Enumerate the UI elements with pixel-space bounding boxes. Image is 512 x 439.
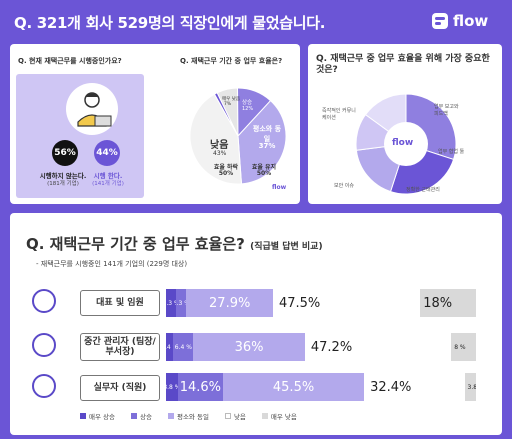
flow-logo-icon	[432, 13, 448, 29]
executive-avatar-icon	[32, 289, 56, 313]
importance-panel: Q. 재택근무 중 업무 효율을 위해 가장 중요한 것은? flow 업무 보…	[308, 44, 502, 204]
bar-value-label: 47.5%	[278, 295, 321, 311]
legend-swatch	[224, 413, 231, 419]
slice-same	[237, 99, 287, 185]
pie-up-pct: 12%	[242, 106, 254, 112]
yes-percent-badge: 44%	[94, 140, 120, 166]
summary-down-label: 효율 하락	[213, 164, 239, 171]
label-security: 보안 이슈	[334, 183, 354, 189]
legend-item: 매우 낮음	[261, 411, 297, 421]
legend-label: 낮음	[233, 413, 246, 421]
legend-swatch	[80, 413, 86, 419]
bar-value-label: 45.5%	[272, 379, 315, 395]
legend-label: 매우 상승	[89, 413, 115, 421]
role-comparison-panel: Q. 재택근무 기간 중 업무 효율은? (직급별 답변 비교) - 재택근무를…	[10, 213, 502, 435]
pie-drop-label: 낮음	[210, 140, 229, 151]
summary-down-pct: 50%	[218, 170, 234, 177]
legend-item: 평소와 동일	[167, 411, 209, 421]
no-percent-badge: 56%	[52, 140, 78, 166]
legend-item: 상승	[131, 411, 152, 421]
bar-value-label: 8 %	[454, 343, 466, 351]
bar-segment: 27.9%	[186, 289, 273, 317]
summary-keep-pct: 50%	[256, 170, 272, 177]
no-label: 시행하지 않는다.	[39, 172, 87, 180]
label-attendance: 정확한 근태관리	[406, 187, 440, 193]
yes-label: 시행 한다.	[93, 172, 123, 180]
bar-segment: 47.2%	[304, 333, 452, 361]
bar-segment: 3.3 %	[166, 289, 177, 317]
no-sub: (181개 기업)	[47, 181, 79, 187]
bar-segment: 3.8 %	[166, 373, 178, 401]
bar-value-label: 6.4 %	[174, 343, 192, 351]
efficiency-pie-chart	[189, 87, 287, 185]
chart-subtitle: - 재택근무를 시행중인 141개 기업의 (229명 대상)	[36, 260, 188, 268]
importance-question: Q. 재택근무 중 업무 효율을 위해 가장 중요한 것은?	[316, 54, 490, 75]
bar-value-label: 18%	[423, 295, 453, 311]
legend-label: 상승	[140, 413, 152, 421]
adoption-question: Q. 현재 재택근무를 시행중인가요?	[18, 57, 122, 65]
bar-segment: 2.4 %	[166, 333, 174, 361]
bar-segment: 3.3 %	[176, 289, 187, 317]
manager-avatar-icon	[32, 333, 56, 357]
page-title: Q. 321개 회사 529명의 직장인에게 물었습니다.	[14, 14, 326, 32]
donut-center-brand: flow	[392, 138, 414, 148]
bar-segment: 32.4%	[364, 373, 465, 401]
pie-up-label: 상승	[242, 100, 253, 106]
panel1-brand: flow	[272, 184, 287, 191]
brand-logo: flow	[432, 12, 488, 30]
bar-value-label: 32.4%	[370, 379, 412, 395]
bar-value-label: 3.3 %	[166, 299, 176, 307]
row-label-staff: 실무자 (직원)	[80, 375, 160, 401]
bar-segment: 6.4 %	[173, 333, 194, 361]
slice-much-up	[213, 92, 239, 137]
label-collab-tool: 업무 협업 툴	[438, 149, 465, 155]
bar-value-label: 3.8 %	[467, 383, 477, 391]
bar-value-label: 3.8 %	[166, 383, 178, 391]
importance-donut-chart	[355, 93, 457, 195]
bar-value-label: 36%	[234, 339, 264, 355]
adoption-panel: Q. 현재 재택근무를 시행중인가요? 56% 44% 시행하지 않는다. (1…	[10, 44, 300, 204]
row-label-executive: 대표 및 임원	[80, 290, 160, 316]
pie-drop-pct: 43%	[213, 150, 227, 157]
pie-much-down-pct: 7%	[224, 102, 232, 107]
bar-value-label: 2.4 %	[166, 343, 173, 351]
pie-same-pct: 37%	[258, 142, 276, 150]
label-communication: 즉각적인 커뮤니케이션	[322, 108, 356, 121]
chart-title: Q. 재택근무 기간 중 업무 효율은? (직급별 답변 비교)	[26, 233, 323, 254]
worker-illustration-icon	[66, 83, 118, 135]
chart-legend: 매우 상승 상승 평소와 동일 낮음 매우 낮음	[80, 411, 297, 421]
legend-item: 매우 상승	[80, 411, 115, 421]
bar-value-label: 14.6%	[179, 379, 222, 395]
slice-drop	[189, 93, 243, 185]
legend-item: 낮음	[224, 411, 246, 421]
legend-label: 평소와 동일	[176, 413, 209, 421]
legend-swatch	[131, 413, 137, 419]
bar-value-label: 3.3 %	[176, 299, 186, 307]
bar-segment: 47.5%	[272, 289, 421, 317]
bar-segment: 36%	[193, 333, 305, 361]
bar-value-label: 47.2%	[310, 339, 353, 355]
chart-title-main: Q. 재택근무 기간 중 업무 효율은?	[26, 235, 245, 253]
yes-sub: (141개 기업)	[92, 181, 124, 187]
chart-title-suffix: (직급별 답변 비교)	[250, 242, 323, 252]
legend-swatch	[167, 413, 174, 419]
row-label-manager: 중간 관리자 (팀장/부서장)	[80, 333, 160, 361]
brand-name: flow	[453, 12, 489, 30]
legend-swatch	[261, 413, 268, 419]
bar-segment: 45.5%	[223, 373, 365, 401]
pie-much-down-label: 매우 낮음	[222, 97, 240, 102]
efficiency-pie-question: Q. 재택근무 기간 중 업무 효율은?	[180, 57, 283, 65]
bar-value-label: 27.9%	[209, 295, 251, 311]
bar-segment: 18%	[420, 289, 476, 317]
staff-avatar-icon	[32, 374, 56, 398]
label-feedback: 업무 보고와 피드백	[434, 104, 459, 117]
legend-label: 매우 낮음	[270, 413, 297, 421]
bar-segment: 8 %	[451, 333, 476, 361]
bar-segment: 14.6%	[177, 373, 224, 401]
bar-segment: 3.8 %	[464, 373, 477, 401]
pie-same-label: 평소와 동일	[252, 125, 282, 143]
summary-keep-label: 효율 유지	[251, 164, 277, 171]
